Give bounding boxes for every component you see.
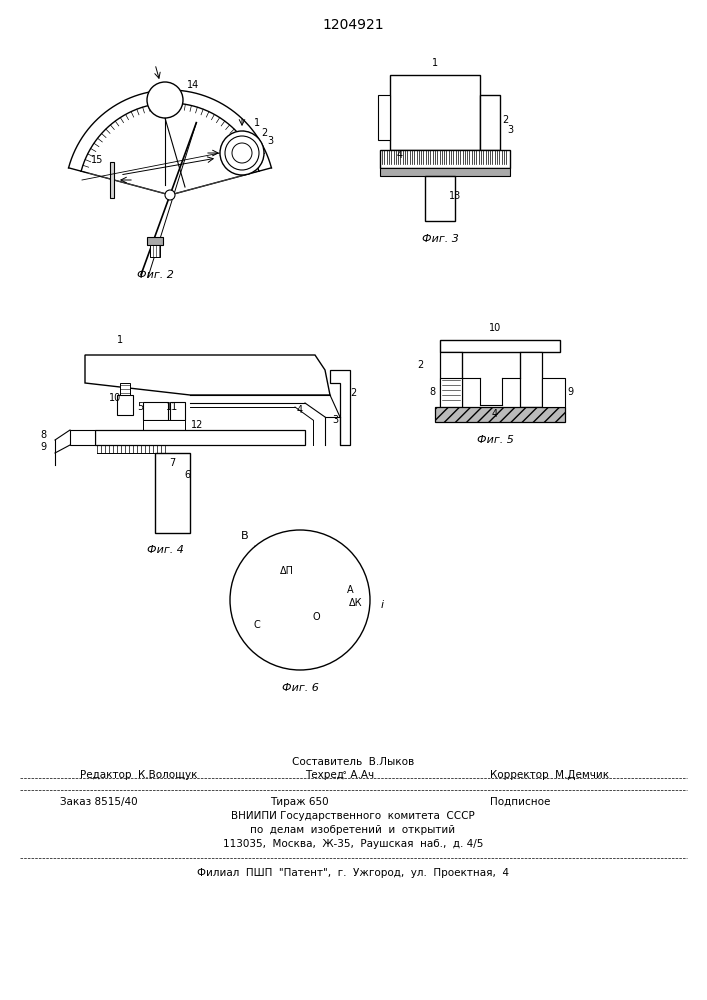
Bar [150,245,160,257]
Text: 2: 2 [502,115,508,125]
Text: ΔП: ΔП [279,566,293,576]
Text: 8: 8 [40,430,46,440]
Text: Фиг. 6: Фиг. 6 [281,683,318,693]
Text: 3: 3 [332,415,338,425]
Bar [440,352,462,407]
Text: 9: 9 [40,442,46,452]
Text: 6: 6 [184,470,190,480]
Circle shape [165,190,175,200]
Text: 1: 1 [117,335,123,345]
Text: 8: 8 [429,387,435,397]
Text: B: B [241,531,249,541]
Circle shape [232,143,252,163]
Text: C: C [254,620,260,630]
Bar [440,340,560,352]
Text: 4: 4 [492,409,498,419]
Text: Подписное: Подписное [490,797,550,807]
Text: Тираж 650: Тираж 650 [270,797,329,807]
Text: 10: 10 [109,393,121,403]
Bar [143,420,185,430]
Text: 5: 5 [137,402,143,412]
Text: °: ° [340,770,346,780]
Bar [378,95,390,140]
Text: Составитель  В.Лыков: Составитель В.Лыков [292,757,414,767]
Text: i: i [380,600,384,610]
Text: 15: 15 [90,155,103,165]
Text: Корректор  М.Демчик: Корректор М.Демчик [490,770,609,780]
Bar [143,402,168,420]
Circle shape [147,82,183,118]
Text: Фиг. 3: Фиг. 3 [421,234,458,244]
Text: 2: 2 [261,128,267,138]
Text: 10: 10 [489,323,501,333]
Bar [120,383,130,395]
Bar [170,402,185,420]
Text: 7: 7 [169,458,175,468]
Polygon shape [70,430,95,445]
Text: 4: 4 [397,150,403,160]
Circle shape [220,131,264,175]
Text: Техред  А.Ач: Техред А.Ач [305,770,374,780]
Bar [155,453,190,533]
Text: Фиг. 5: Фиг. 5 [477,435,513,445]
Bar [520,352,542,407]
Bar [425,176,455,221]
Text: Филиал  ПШП  "Патент",  г.  Ужгород,  ул.  Проектная,  4: Филиал ПШП "Патент", г. Ужгород, ул. Про… [197,868,509,878]
Text: 14: 14 [187,80,199,90]
Bar [480,95,500,150]
Text: 11: 11 [166,402,178,412]
Text: 13: 13 [449,191,461,201]
Text: ВНИИПИ Государственного  комитета  СССР: ВНИИПИ Государственного комитета СССР [231,811,475,821]
Bar [95,430,305,445]
Text: ΔК: ΔК [349,598,363,608]
Circle shape [225,136,259,170]
Circle shape [230,530,370,670]
Text: 2: 2 [417,360,423,370]
Polygon shape [85,355,330,395]
Text: Фиг. 4: Фиг. 4 [146,545,183,555]
Text: 1204921: 1204921 [322,18,384,32]
Text: 12: 12 [191,420,203,430]
Text: по  делам  изобретений  и  открытий: по делам изобретений и открытий [250,825,455,835]
Text: O: O [312,612,320,622]
Polygon shape [330,370,350,445]
Bar [390,75,480,150]
Bar [435,407,565,422]
Text: 1: 1 [432,58,438,68]
Text: 3: 3 [507,125,513,135]
Bar [440,378,462,407]
Text: 113035,  Москва,  Ж-35,  Раушская  наб.,  д. 4/5: 113035, Москва, Ж-35, Раушская наб., д. … [223,839,483,849]
Bar [117,395,133,415]
Text: 1: 1 [254,118,260,128]
Text: Заказ 8515/40: Заказ 8515/40 [60,797,138,807]
Bar [380,168,510,176]
Polygon shape [110,162,114,198]
Text: Фиг. 2: Фиг. 2 [136,270,173,280]
Text: 2: 2 [350,388,356,398]
Text: A: A [346,585,354,595]
Text: 4: 4 [297,405,303,415]
Bar [147,237,163,245]
Bar [542,378,565,407]
Text: 3: 3 [267,136,273,146]
Bar [380,150,510,168]
Text: Редактор  К.Волощук: Редактор К.Волощук [80,770,197,780]
Text: 9: 9 [567,387,573,397]
